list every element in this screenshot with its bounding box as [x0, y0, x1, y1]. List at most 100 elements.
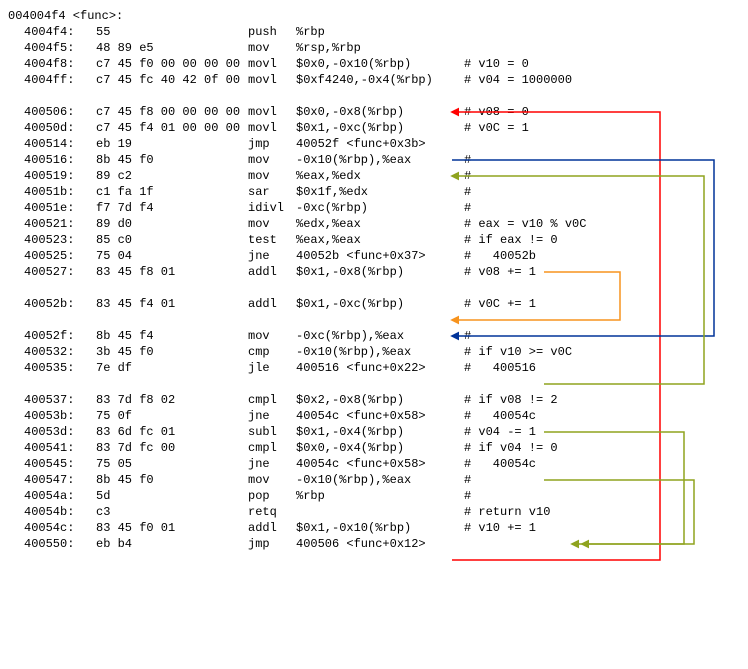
instr-line: 400541:83 7d fc 00cmpl$0x0,-0x4(%rbp)# i…	[8, 440, 740, 456]
instr-line: 400506:c7 45 f8 00 00 00 00movl$0x0,-0x8…	[8, 104, 740, 120]
bytes: 83 6d fc 01	[96, 424, 248, 440]
bytes: 75 05	[96, 456, 248, 472]
bytes: 55	[96, 24, 248, 40]
addr: 400550:	[24, 536, 96, 552]
addr: 400532:	[24, 344, 96, 360]
addr: 400521:	[24, 216, 96, 232]
addr: 400519:	[24, 168, 96, 184]
addr: 400506:	[24, 104, 96, 120]
comment: #	[464, 200, 471, 216]
bytes: eb 19	[96, 136, 248, 152]
mnemonic: jne	[248, 408, 296, 424]
instr-line: 400537:83 7d f8 02cmpl$0x2,-0x8(%rbp)# i…	[8, 392, 740, 408]
addr: 400525:	[24, 248, 96, 264]
addr: 40053d:	[24, 424, 96, 440]
mnemonic: sar	[248, 184, 296, 200]
bytes: 8b 45 f4	[96, 328, 248, 344]
comment: # return v10	[464, 504, 550, 520]
operands: $0x0,-0x10(%rbp)	[296, 56, 464, 72]
mnemonic: mov	[248, 40, 296, 56]
operands: $0x0,-0x8(%rbp)	[296, 104, 464, 120]
addr: 40054a:	[24, 488, 96, 504]
addr: 4004f5:	[24, 40, 96, 56]
operands: $0xf4240,-0x4(%rbp)	[296, 72, 464, 88]
mnemonic: pop	[248, 488, 296, 504]
mnemonic: movl	[248, 104, 296, 120]
operands: 40054c <func+0x58>	[296, 456, 464, 472]
bytes: 83 7d fc 00	[96, 440, 248, 456]
bytes: c7 45 f4 01 00 00 00	[96, 120, 248, 136]
addr: 40052f:	[24, 328, 96, 344]
operands: $0x2,-0x8(%rbp)	[296, 392, 464, 408]
bytes: 8b 45 f0	[96, 152, 248, 168]
bytes: eb b4	[96, 536, 248, 552]
mnemonic: jmp	[248, 536, 296, 552]
comment: #	[464, 168, 471, 184]
operands: %rbp	[296, 24, 464, 40]
operands: $0x1f,%edx	[296, 184, 464, 200]
comment: # 40054c	[464, 456, 536, 472]
bytes: 83 7d f8 02	[96, 392, 248, 408]
addr: 4004f8:	[24, 56, 96, 72]
operands: 40052f <func+0x3b>	[296, 136, 464, 152]
addr: 40054b:	[24, 504, 96, 520]
instr-line: 40051b:c1 fa 1fsar$0x1f,%edx#	[8, 184, 740, 200]
mnemonic: movl	[248, 72, 296, 88]
comment: # v08 += 1	[464, 264, 536, 280]
operands: 400516 <func+0x22>	[296, 360, 464, 376]
instr-line: 40050d:c7 45 f4 01 00 00 00movl$0x1,-0xc…	[8, 120, 740, 136]
mnemonic: addl	[248, 520, 296, 536]
operands: -0xc(%rbp),%eax	[296, 328, 464, 344]
operands: $0x1,-0x4(%rbp)	[296, 424, 464, 440]
comment: # v04 = 1000000	[464, 72, 572, 88]
instr-line: 400547:8b 45 f0mov-0x10(%rbp),%eax#	[8, 472, 740, 488]
bytes: 85 c0	[96, 232, 248, 248]
comment: #	[464, 328, 471, 344]
operands: $0x1,-0xc(%rbp)	[296, 120, 464, 136]
blank-line	[8, 88, 740, 104]
addr: 400541:	[24, 440, 96, 456]
comment: # v10 += 1	[464, 520, 536, 536]
bytes: 8b 45 f0	[96, 472, 248, 488]
mnemonic: mov	[248, 152, 296, 168]
blank-line	[8, 376, 740, 392]
operands: %eax,%eax	[296, 232, 464, 248]
bytes: 83 45 f4 01	[96, 296, 248, 312]
instr-line: 400550:eb b4jmp400506 <func+0x12>	[8, 536, 740, 552]
bytes: c1 fa 1f	[96, 184, 248, 200]
operands: -0x10(%rbp),%eax	[296, 344, 464, 360]
mnemonic: idivl	[248, 200, 296, 216]
comment: # v10 = 0	[464, 56, 529, 72]
mnemonic: mov	[248, 472, 296, 488]
instr-line: 4004f8:c7 45 f0 00 00 00 00movl$0x0,-0x1…	[8, 56, 740, 72]
instr-line: 400521:89 d0mov%edx,%eax# eax = v10 % v0…	[8, 216, 740, 232]
instr-line: 40052b:83 45 f4 01addl$0x1,-0xc(%rbp)# v…	[8, 296, 740, 312]
instr-line: 40053b:75 0fjne40054c <func+0x58># 40054…	[8, 408, 740, 424]
instr-line: 40054b:c3retq # return v10	[8, 504, 740, 520]
mnemonic: push	[248, 24, 296, 40]
instr-line: 40053d:83 6d fc 01subl$0x1,-0x4(%rbp)# v…	[8, 424, 740, 440]
mnemonic: test	[248, 232, 296, 248]
comment: # if v04 != 0	[464, 440, 558, 456]
mnemonic: cmpl	[248, 440, 296, 456]
addr: 400514:	[24, 136, 96, 152]
bytes: 89 d0	[96, 216, 248, 232]
addr: 400535:	[24, 360, 96, 376]
operands	[296, 504, 464, 520]
bytes: c7 45 fc 40 42 0f 00	[96, 72, 248, 88]
bytes: c7 45 f8 00 00 00 00	[96, 104, 248, 120]
mnemonic: retq	[248, 504, 296, 520]
operands: -0x10(%rbp),%eax	[296, 152, 464, 168]
bytes: 7e df	[96, 360, 248, 376]
bytes: c7 45 f0 00 00 00 00	[96, 56, 248, 72]
addr: 4004ff:	[24, 72, 96, 88]
bytes: 3b 45 f0	[96, 344, 248, 360]
blank-line	[8, 312, 740, 328]
comment: # v08 = 0	[464, 104, 529, 120]
disasm-body: 4004f4:55push%rbp4004f5:48 89 e5mov%rsp,…	[8, 24, 740, 552]
bytes: c3	[96, 504, 248, 520]
addr: 40052b:	[24, 296, 96, 312]
instr-line: 400535:7e dfjle400516 <func+0x22># 40051…	[8, 360, 740, 376]
mnemonic: movl	[248, 56, 296, 72]
comment: #	[464, 488, 471, 504]
